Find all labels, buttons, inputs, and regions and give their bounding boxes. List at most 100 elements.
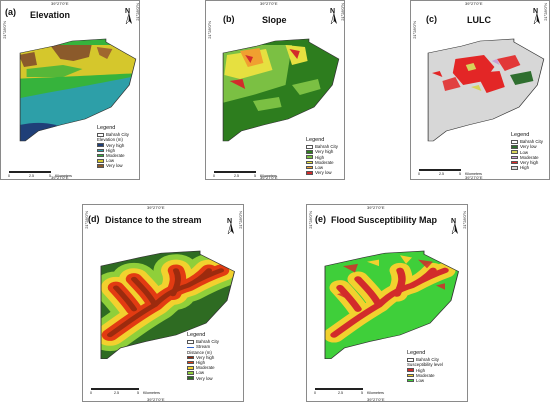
legend-label: Very high <box>315 149 334 155</box>
legend-label: Moderate <box>416 372 435 378</box>
legend-swatch <box>187 360 194 365</box>
legend-city-label: Bahrah City <box>520 139 543 145</box>
lon-label-bottom: 39°27'0"E <box>51 175 69 180</box>
legend-swatch <box>306 170 313 175</box>
lon-label-top: 39°27'0"E <box>51 1 69 6</box>
north-arrow-icon: N <box>225 218 237 235</box>
legend-label: Low <box>196 370 205 376</box>
legend-swatch <box>407 373 414 378</box>
slope-map <box>222 38 340 142</box>
legend-swatch <box>306 165 313 170</box>
legend-label: Low <box>315 164 324 170</box>
legend-label: Very high <box>106 142 125 148</box>
legend-title: Legend <box>511 132 530 138</box>
legend-swatch <box>187 376 194 380</box>
legend-label: Very low <box>315 170 332 176</box>
lat-label-left: 21°28'0"N <box>2 21 7 39</box>
panel-title: Elevation <box>30 10 71 20</box>
legend-title: Legend <box>97 125 116 131</box>
legend-title: Legend <box>306 137 325 143</box>
legend-label: High <box>106 147 116 153</box>
legend: Legend Bahrah City Very low Low Moderate… <box>511 132 543 170</box>
panel-title: Slope <box>262 15 287 25</box>
north-arrow-icon: N <box>328 8 340 25</box>
scale-bar: 0 2.5 5 Kilometers <box>418 169 482 176</box>
lon-label-top: 39°27'0"E <box>465 1 483 6</box>
legend-swatch <box>187 365 194 370</box>
legend: Legend Bahrah City Susceptibility level … <box>407 350 443 383</box>
legend-label: High <box>315 154 325 160</box>
legend-subtitle: Elevation (m) <box>97 137 123 143</box>
panel-slope: (b) Slope 39°27'0"E 39°27'0"E 21°28'0"N … <box>205 0 345 180</box>
legend-swatch <box>511 145 518 149</box>
legend-label: High <box>416 367 426 373</box>
legend-title: Legend <box>407 350 426 356</box>
north-arrow-icon: N <box>531 8 543 25</box>
legend-city-label: Bahrah City <box>315 144 338 150</box>
legend-swatch <box>187 355 194 360</box>
lon-label-bottom: 39°27'0"E <box>367 397 385 402</box>
legend-label: Moderate <box>315 159 334 165</box>
legend-label: High <box>196 359 206 365</box>
lon-label-bottom: 39°27'0"E <box>465 175 483 180</box>
scale-bar: 0 2.5 5 Kilometers <box>90 388 160 395</box>
legend-swatch <box>306 155 313 159</box>
scale-bar: 0 2.5 5 Kilometers <box>314 388 384 395</box>
city-boundary-swatch <box>511 140 518 144</box>
lon-label-bottom: 39°27'0"E <box>260 175 278 180</box>
legend-swatch <box>407 368 414 372</box>
stream-line-swatch <box>187 346 194 348</box>
legend-swatch <box>187 371 194 375</box>
legend-label: Low <box>416 377 425 383</box>
panel-label: (b) <box>223 14 235 24</box>
legend-label: Very low <box>520 144 537 150</box>
panel-label: (e) <box>315 214 326 224</box>
legend-title: Legend <box>187 332 206 338</box>
legend-swatch <box>306 150 313 154</box>
panel-lulc: (c) LULC 39°27'0"E 39°27'0"E 21°28'0"N 2… <box>410 0 550 180</box>
legend-subtitle: Susceptibility level <box>407 362 443 368</box>
legend-subtitle: Distance (m) <box>187 349 212 355</box>
legend-swatch <box>97 148 104 153</box>
north-arrow-icon: N <box>123 8 135 25</box>
legend-label: Low <box>106 158 115 164</box>
legend-swatch <box>511 155 518 160</box>
scale-bar: 0 2.5 5 Kilometers <box>213 171 277 178</box>
flood-susceptibility-map <box>324 250 459 360</box>
legend-swatch <box>511 150 518 154</box>
city-boundary-swatch <box>187 340 194 344</box>
lon-label-top: 39°27'0"E <box>147 205 165 210</box>
elevation-map <box>19 38 137 142</box>
panel-title: Flood Susceptibility Map <box>331 215 438 225</box>
legend-label: Moderate <box>196 365 215 371</box>
legend-swatch <box>306 160 313 165</box>
legend-city-label: Bahrah City <box>106 132 129 138</box>
panel-label: (c) <box>426 14 437 24</box>
lon-label-bottom: 39°27'0"E <box>147 397 165 402</box>
city-boundary-swatch <box>306 145 313 149</box>
panel-title: LULC <box>467 15 491 25</box>
legend-swatch <box>97 164 104 168</box>
lat-label-left: 21°28'0"N <box>207 21 212 39</box>
legend: Legend Bahrah City Stream Distance (m) V… <box>187 332 219 381</box>
legend: Legend Bahrah City Elevation (m) Very hi… <box>97 125 129 169</box>
panel-label: (a) <box>5 7 16 17</box>
legend-swatch <box>511 160 518 165</box>
legend-city-label: Bahrah City <box>416 357 439 363</box>
legend-label: Very low <box>196 375 213 381</box>
city-boundary-swatch <box>407 358 414 362</box>
panel-title: Distance to the stream <box>105 215 202 225</box>
legend-swatch <box>97 143 104 147</box>
legend-label: Moderate <box>106 152 125 158</box>
legend: Legend Bahrah City Very high High Modera… <box>306 137 338 176</box>
panel-distance-to-stream: (d) Distance to the stream 39°27'0"E 39°… <box>82 204 244 402</box>
legend-label: Very low <box>106 163 123 169</box>
legend-stream-label: Stream <box>196 344 211 350</box>
legend-swatch <box>511 165 518 170</box>
legend-swatch <box>97 158 104 163</box>
lon-label-top: 39°27'0"E <box>367 205 385 210</box>
legend-label: Very high <box>196 354 215 360</box>
legend-label: Moderate <box>520 154 539 160</box>
scale-bar: 0 2.5 5 Kilometers <box>8 171 72 178</box>
legend-swatch <box>407 378 414 383</box>
